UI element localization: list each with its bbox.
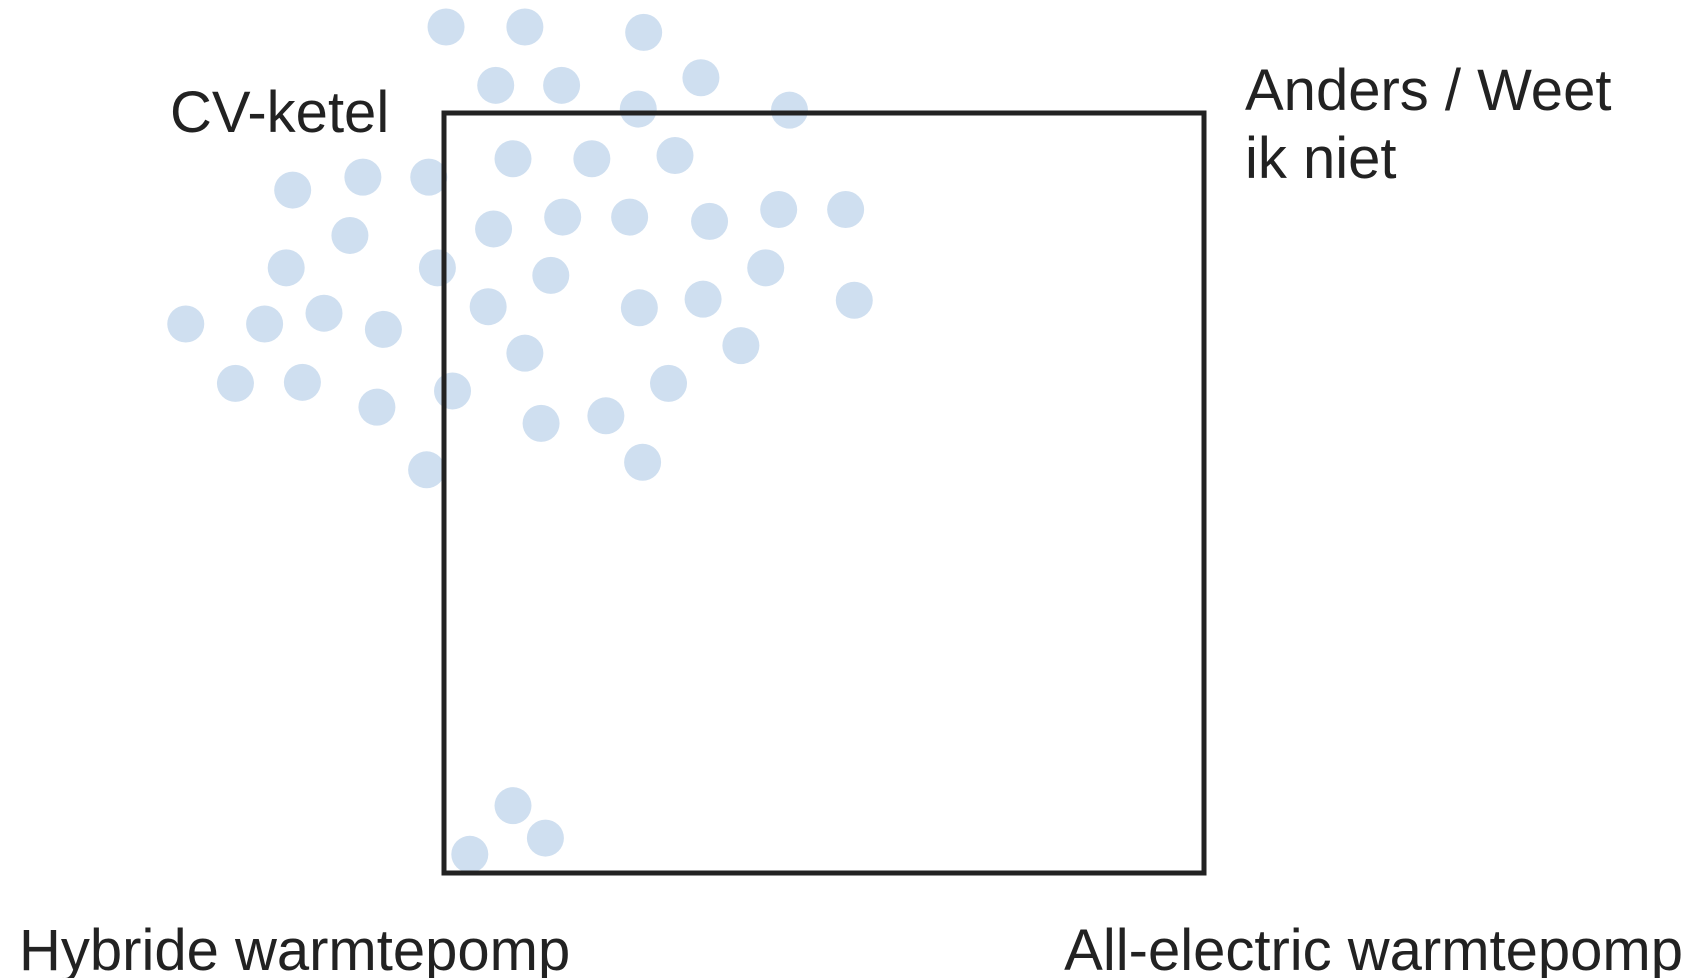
dot (364, 310, 402, 348)
dot (167, 305, 205, 343)
dot (358, 388, 396, 426)
dot (408, 451, 446, 489)
dot (611, 198, 649, 236)
dot (494, 140, 532, 178)
dot (344, 158, 382, 196)
dot (650, 364, 688, 402)
dot (274, 171, 312, 209)
dot (587, 397, 625, 435)
label-top-right-line: Anders / Weet (1245, 58, 1611, 123)
dots (167, 8, 873, 873)
dot (544, 198, 582, 236)
dot (267, 249, 305, 287)
dot (682, 59, 720, 97)
dot (747, 249, 785, 287)
dot (722, 327, 760, 365)
dot (522, 404, 560, 442)
dot (494, 787, 532, 825)
dot (532, 256, 570, 294)
dot (620, 289, 658, 327)
dot (543, 66, 581, 104)
dot (619, 90, 657, 128)
dot (418, 249, 456, 287)
dot (624, 443, 662, 481)
dot (760, 191, 798, 229)
dot (573, 140, 611, 178)
dot (305, 294, 343, 332)
dot (451, 835, 489, 873)
dot (506, 334, 544, 372)
dot (475, 210, 513, 248)
dot (506, 8, 544, 46)
label-top-left: CV-ketel (170, 80, 389, 145)
dot (477, 66, 515, 104)
dot (331, 216, 369, 254)
dot (216, 364, 254, 402)
dot (427, 8, 465, 46)
dot (835, 281, 873, 319)
dot (434, 372, 472, 410)
dot (827, 191, 865, 229)
label-bottom-right: All-electric warmtepomp (1064, 918, 1683, 978)
dot (526, 819, 564, 857)
dot (469, 288, 507, 326)
dot (770, 91, 808, 129)
label-bottom-left: Hybride warmtepomp (19, 918, 570, 978)
square (441, 110, 1207, 876)
dot (691, 202, 729, 240)
dot (656, 137, 694, 175)
dot (684, 280, 722, 318)
label-top-right-line: ik niet (1245, 126, 1397, 191)
dot (410, 158, 448, 196)
dot (246, 305, 284, 343)
dot (283, 363, 321, 401)
dot (625, 13, 663, 51)
